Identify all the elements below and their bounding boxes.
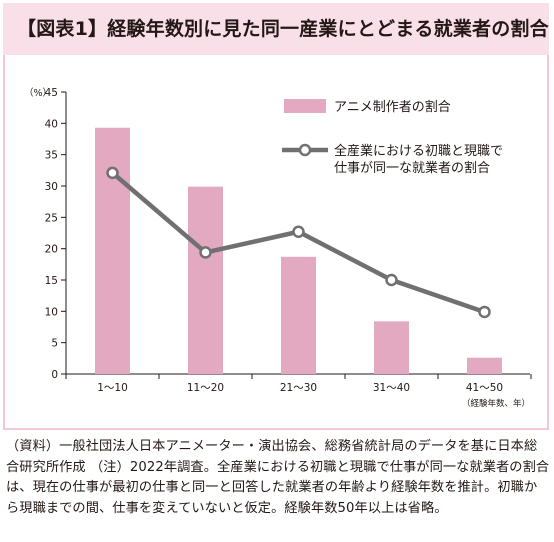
bar xyxy=(374,321,409,374)
legend-bar-swatch xyxy=(284,99,326,113)
legend-bar-label: アニメ制作者の割合 xyxy=(334,99,451,115)
bar xyxy=(188,186,223,374)
legend-line-marker xyxy=(298,143,312,157)
chart-plot: 0 5 10 15 20 25 30 35 40 45（%） 1〜10 11〜20 21〜30 31〜40… xyxy=(24,87,532,409)
line-point xyxy=(199,246,212,259)
x-axis-label: （経験年数、年） xyxy=(462,398,530,409)
x-tick-label: 1〜10 xyxy=(97,382,128,394)
footnote: （資料）一般社団法人日本アニメーター・演出協会、総務省統計局のデータを基に日本総… xyxy=(6,439,550,516)
bar xyxy=(95,127,130,374)
y-tick-label: 30 xyxy=(45,181,58,193)
line-point xyxy=(385,273,398,287)
x-tick-label: 21〜30 xyxy=(280,382,317,394)
legend-line-label-1: 全産業における初職と現職で xyxy=(334,143,503,159)
y-tick-label: 45 xyxy=(45,87,58,99)
chart-frame xyxy=(3,3,549,430)
bar xyxy=(281,256,316,374)
y-tick-label: 20 xyxy=(45,244,58,256)
x-tick-label: 31〜40 xyxy=(373,382,410,394)
y-tick-label: 15 xyxy=(45,275,58,287)
y-tick-label: 35 xyxy=(45,150,58,162)
y-tick-label: 0 xyxy=(51,369,58,381)
y-axis-label: （%） xyxy=(24,87,52,99)
x-tick-label: 11〜20 xyxy=(187,382,224,394)
line-point xyxy=(106,166,119,180)
y-tick-label: 10 xyxy=(45,306,58,318)
title-bar: 【図表1】経験年数別に見た同一産業にとどまる就業者の割合 xyxy=(3,3,549,55)
y-tick-label: 25 xyxy=(45,212,58,224)
line-point xyxy=(292,225,305,238)
y-tick-label: 5 xyxy=(51,338,58,350)
legend-line-label-2: 仕事が同一な就業者の割合 xyxy=(334,160,490,176)
x-tick-label: 41〜50 xyxy=(466,382,503,394)
bar xyxy=(467,357,502,374)
line-point xyxy=(478,305,491,319)
y-tick-label: 40 xyxy=(45,118,58,130)
chart-title: 【図表1】経験年数別に見た同一産業にとどまる就業者の割合 xyxy=(17,18,549,40)
